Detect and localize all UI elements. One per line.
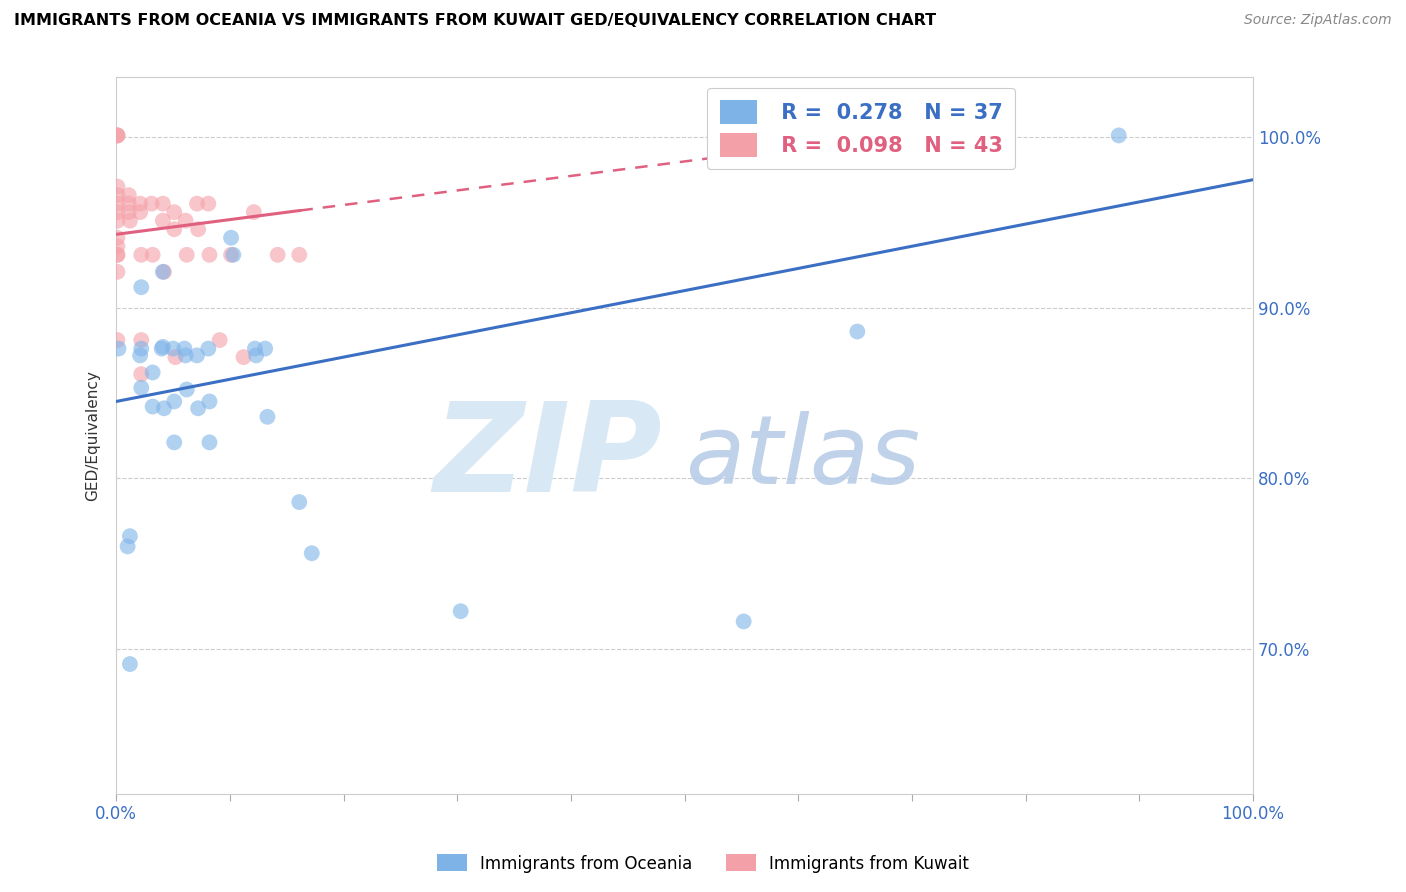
Point (186, 348, 208, 362)
Point (107, 248, 129, 262)
Text: IMMIGRANTS FROM OCEANIA VS IMMIGRANTS FROM KUWAIT GED/EQUIVALENCY CORRELATION CH: IMMIGRANTS FROM OCEANIA VS IMMIGRANTS FR… (14, 13, 936, 29)
Point (846, 325, 869, 339)
Point (107, 205, 129, 219)
Point (129, 381, 152, 395)
Point (107, 128, 129, 143)
Point (197, 196, 219, 211)
Point (187, 222, 209, 236)
Point (450, 604, 472, 618)
Point (118, 213, 141, 227)
Point (301, 546, 323, 560)
Point (266, 248, 288, 262)
Point (288, 495, 311, 509)
Point (232, 350, 254, 364)
Point (118, 529, 141, 543)
Point (142, 248, 165, 262)
Point (165, 350, 187, 364)
Point (107, 196, 129, 211)
Point (163, 435, 186, 450)
Point (107, 342, 129, 356)
Point (163, 205, 186, 219)
Point (150, 342, 173, 356)
Point (152, 196, 174, 211)
Text: ZIP: ZIP (433, 397, 662, 517)
Legend:  R =  0.278   N = 37,  R =  0.098   N = 43: R = 0.278 N = 37, R = 0.098 N = 43 (707, 87, 1015, 169)
Point (163, 394, 186, 409)
Point (129, 342, 152, 356)
Text: Source: ZipAtlas.com: Source: ZipAtlas.com (1244, 13, 1392, 28)
Point (153, 265, 176, 279)
Text: atlas: atlas (685, 410, 920, 504)
Point (107, 188, 129, 202)
Point (152, 265, 174, 279)
Point (129, 367, 152, 381)
Point (142, 366, 165, 380)
Point (129, 333, 152, 347)
Point (107, 333, 129, 347)
Point (733, 615, 755, 629)
Point (198, 435, 221, 450)
Point (198, 248, 221, 262)
Point (118, 657, 141, 671)
Point (243, 342, 266, 356)
Point (173, 342, 195, 356)
Point (152, 213, 174, 227)
Point (198, 394, 221, 409)
Point (187, 401, 209, 416)
Point (118, 205, 141, 219)
Point (107, 239, 129, 253)
Point (162, 342, 184, 356)
Point (219, 248, 242, 262)
Point (288, 248, 311, 262)
Legend: Immigrants from Oceania, Immigrants from Kuwait: Immigrants from Oceania, Immigrants from… (430, 847, 976, 880)
Point (176, 248, 198, 262)
Point (243, 205, 266, 219)
Point (186, 196, 208, 211)
Point (107, 213, 129, 227)
Point (107, 128, 129, 143)
Point (129, 196, 152, 211)
Point (222, 248, 245, 262)
Point (174, 213, 197, 227)
Point (107, 179, 129, 194)
Point (219, 231, 242, 245)
Point (107, 248, 129, 262)
Point (129, 248, 152, 262)
Point (107, 265, 129, 279)
Point (141, 196, 163, 211)
Point (118, 196, 141, 211)
Point (129, 348, 152, 362)
Point (152, 340, 174, 354)
Point (117, 540, 139, 554)
Point (107, 231, 129, 245)
Point (1108, 128, 1130, 143)
Point (163, 222, 186, 236)
Point (153, 401, 176, 416)
Point (118, 188, 141, 202)
Point (142, 400, 165, 414)
Point (129, 205, 152, 219)
Point (245, 348, 267, 362)
Point (197, 342, 219, 356)
Y-axis label: GED/Equivalency: GED/Equivalency (86, 370, 100, 501)
Point (254, 342, 277, 356)
Point (176, 383, 198, 397)
Point (107, 128, 129, 143)
Point (174, 348, 197, 362)
Point (208, 333, 231, 347)
Point (256, 409, 278, 424)
Point (129, 280, 152, 294)
